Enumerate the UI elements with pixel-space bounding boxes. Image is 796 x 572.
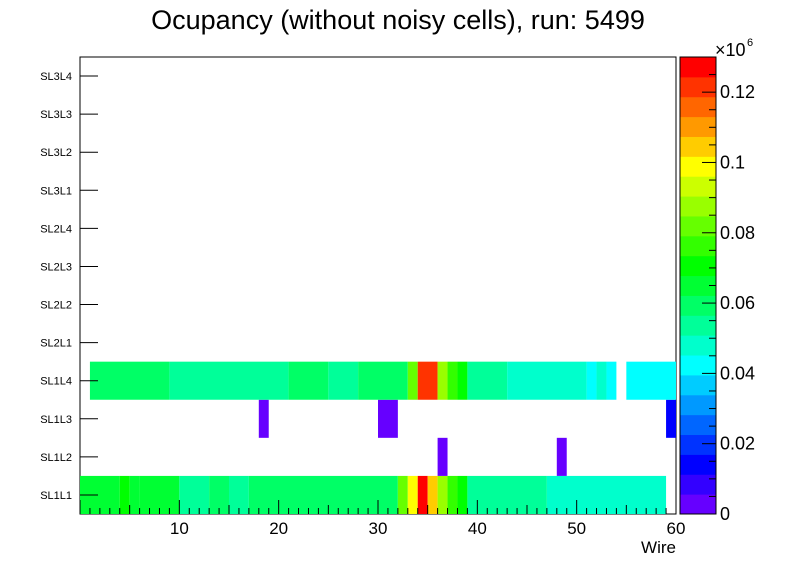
palette-swatch: [680, 76, 716, 98]
x-tick-label: 60: [667, 519, 686, 538]
palette-swatch: [680, 136, 716, 157]
x-tick-label: 40: [468, 519, 487, 538]
chart-title: Ocupancy (without noisy cells), run: 549…: [151, 5, 645, 35]
heatmap-cell: [437, 437, 448, 476]
palette-swatch: [680, 355, 716, 376]
palette-swatch: [680, 414, 716, 436]
heatmap-cell: [139, 475, 180, 514]
heatmap-cell: [437, 361, 448, 400]
palette-swatch: [680, 335, 716, 356]
heatmap-cell: [397, 475, 408, 514]
y-tick-label: SL3L3: [40, 109, 72, 121]
palette-swatch: [680, 434, 716, 455]
heatmap-cell: [179, 475, 210, 514]
heatmap-cell: [606, 361, 617, 400]
heatmap-cell: [358, 361, 408, 400]
heatmap-cell: [447, 361, 458, 400]
y-axis: SL1L1 SL1L2 SL1L3 SL1L4 SL2L1 SL2L2 SL2L3 SL2L4…: [40, 71, 98, 502]
heatmap-cell: [437, 475, 448, 514]
heatmap-cells: [80, 361, 676, 514]
heatmap-cell: [556, 437, 567, 476]
heatmap-cell: [467, 475, 547, 514]
y-tick-label: SL3L1: [40, 185, 72, 197]
heatmap-cell: [407, 361, 418, 400]
x-axis-label: Wire: [641, 538, 676, 557]
y-tick-label: SL2L2: [40, 300, 72, 312]
y-tick-label: SL3L2: [40, 147, 72, 159]
palette-swatch: [680, 394, 716, 416]
z-tick-label: 0.12: [720, 82, 755, 102]
heatmap-cell: [457, 361, 468, 400]
palette-swatch: [680, 57, 716, 78]
palette-swatch: [680, 196, 716, 217]
heatmap-cell: [169, 361, 289, 400]
heatmap-cell: [457, 475, 468, 514]
heatmap-cell: [209, 475, 229, 514]
palette-swatch: [680, 374, 716, 396]
x-tick-label: 10: [170, 519, 189, 538]
heatmap-cell: [378, 399, 398, 438]
heatmap-cell: [427, 475, 438, 514]
z-exponent-power: 6: [747, 37, 753, 49]
palette-swatch: [680, 454, 716, 475]
y-tick-label: SL1L4: [40, 376, 72, 388]
heatmap-cell: [546, 475, 667, 514]
plot-frame: [79, 56, 677, 515]
z-exponent: ×10 6: [715, 37, 753, 60]
z-exponent-base: ×10: [715, 40, 746, 60]
y-tick-label: SL1L1: [40, 490, 72, 502]
x-axis: 10 20 30 40 50 60: [79, 500, 686, 538]
heatmap-cell: [586, 361, 597, 400]
heatmap-cell: [258, 399, 269, 438]
heatmap-cell: [417, 361, 438, 400]
heatmap-cell: [626, 361, 676, 400]
heatmap-cell: [248, 475, 398, 514]
x-tick-label: 30: [369, 519, 388, 538]
heatmap-cell: [89, 361, 170, 400]
heatmap-cell: [119, 475, 130, 514]
palette-swatch: [680, 295, 716, 316]
z-tick-label: 0.04: [720, 363, 755, 383]
z-tick-label: 0.06: [720, 293, 755, 313]
heatmap-cell: [666, 399, 676, 438]
palette-swatch: [680, 235, 716, 257]
palette-swatch: [680, 494, 716, 515]
palette-swatch: [680, 215, 716, 237]
palette-swatch: [680, 156, 716, 177]
palette-swatch: [680, 176, 716, 197]
palette-swatch: [680, 315, 716, 336]
z-tick-label: 0.08: [720, 223, 755, 243]
heatmap-cell: [447, 475, 458, 514]
z-axis: 0 0.02 0.04 0.06 0.08 0.1 0.12: [702, 56, 755, 524]
palette-swatch: [680, 116, 716, 137]
z-tick-label: 0.1: [720, 152, 745, 172]
y-tick-label: SL2L1: [40, 338, 72, 350]
palette-swatch: [680, 255, 716, 277]
palette-swatch: [680, 96, 716, 118]
heatmap-cell: [288, 361, 329, 400]
y-tick-label: SL2L4: [40, 223, 72, 235]
palette-swatch: [680, 275, 716, 296]
color-palette: [679, 56, 717, 515]
palette-swatch: [680, 474, 716, 495]
y-tick-label: SL3L4: [40, 71, 72, 83]
heatmap-cell: [407, 475, 418, 514]
y-tick-label: SL1L3: [40, 414, 72, 426]
y-tick-label: SL2L3: [40, 261, 72, 273]
heatmap-cell: [467, 361, 508, 400]
heatmap-cell: [229, 475, 249, 514]
z-tick-label: 0.02: [720, 434, 755, 454]
x-tick-label: 50: [567, 519, 586, 538]
x-tick-label: 20: [269, 519, 288, 538]
heatmap-cell: [328, 361, 359, 400]
heatmap-cell: [596, 361, 607, 400]
heatmap-cell: [507, 361, 587, 400]
z-tick-label: 0: [720, 504, 730, 524]
heatmap-cell: [417, 475, 428, 514]
heatmap-cell: [129, 475, 140, 514]
y-tick-label: SL1L2: [40, 452, 72, 464]
